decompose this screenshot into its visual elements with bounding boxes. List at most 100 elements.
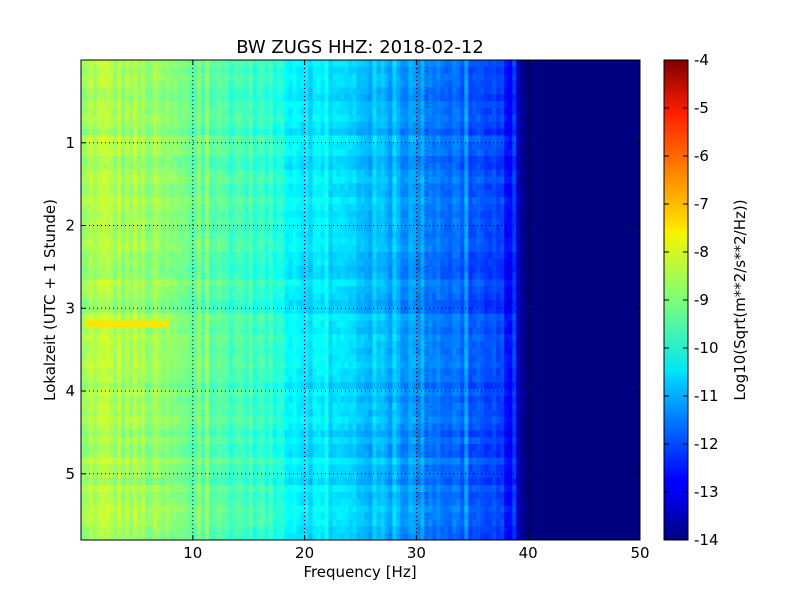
heatmap-cell [500, 245, 505, 253]
heatmap-cell [160, 80, 166, 89]
heatmap-cell [180, 121, 186, 130]
heatmap-cell [224, 210, 230, 219]
heatmap-cell [432, 80, 437, 89]
heatmap-cell [208, 121, 214, 130]
heatmap-cell [560, 238, 565, 246]
heatmap-cell [288, 204, 294, 212]
heatmap-cell [104, 87, 110, 95]
heatmap-cell [568, 293, 573, 301]
heatmap-cell [380, 142, 386, 150]
heatmap-cell [272, 272, 278, 281]
heatmap-cell [144, 245, 150, 253]
heatmap-cell [504, 197, 509, 205]
heatmap-cell [420, 101, 425, 109]
heatmap-cell [288, 142, 294, 150]
heatmap-cell [176, 272, 182, 281]
heatmap-cell [296, 176, 302, 185]
heatmap-cell [172, 224, 178, 233]
heatmap-cell [428, 183, 433, 191]
heatmap-cell [600, 231, 605, 239]
heatmap-cell [268, 121, 274, 130]
heatmap-cell [284, 265, 290, 274]
heatmap-cell [504, 217, 509, 226]
heatmap-cell [308, 252, 314, 260]
heatmap-cell [392, 238, 398, 246]
heatmap-cell [112, 224, 118, 233]
heatmap-cell [580, 238, 585, 246]
heatmap-cell [420, 224, 425, 233]
heatmap-cell [620, 231, 625, 239]
heatmap-cell [332, 60, 338, 68]
heatmap-cell [340, 80, 346, 89]
heatmap-cell [356, 217, 362, 226]
heatmap-cell [160, 87, 166, 95]
heatmap-cell [568, 286, 573, 294]
heatmap-cell [288, 293, 294, 301]
heatmap-cell [412, 252, 417, 260]
heatmap-cell [112, 204, 118, 212]
heatmap-cell [608, 80, 613, 89]
heatmap-cell [560, 169, 565, 178]
heatmap-cell [240, 162, 246, 171]
heatmap-cell [356, 293, 362, 301]
heatmap-cell [512, 286, 517, 294]
heatmap-cell [568, 101, 573, 109]
heatmap-cell [592, 258, 597, 267]
heatmap-cell [180, 231, 186, 239]
heatmap-cell [96, 128, 102, 137]
heatmap-cell [108, 169, 114, 178]
heatmap-cell [120, 231, 126, 239]
heatmap-cell [81, 231, 86, 239]
heatmap-cell [448, 73, 453, 82]
heatmap-cell [608, 108, 613, 116]
heatmap-cell [256, 121, 262, 130]
heatmap-cell [144, 286, 150, 294]
heatmap-cell [224, 114, 230, 123]
heatmap-cell [92, 197, 98, 205]
heatmap-cell [180, 238, 186, 246]
heatmap-cell [560, 245, 565, 253]
heatmap-cell [532, 87, 537, 95]
heatmap-cell [236, 135, 242, 143]
heatmap-cell [412, 73, 417, 82]
heatmap-cell [448, 231, 453, 239]
heatmap-cell [468, 162, 473, 171]
heatmap-cell [524, 258, 529, 267]
heatmap-cell [576, 279, 581, 287]
heatmap-cell [248, 162, 254, 171]
heatmap-cell [280, 162, 286, 171]
heatmap-cell [188, 108, 194, 116]
heatmap-cell [352, 66, 358, 75]
heatmap-cell [628, 252, 633, 260]
heatmap-cell [616, 60, 621, 68]
heatmap-cell [496, 279, 501, 287]
heatmap-cell [332, 87, 338, 95]
heatmap-cell [484, 87, 489, 95]
heatmap-cell [428, 101, 433, 109]
heatmap-cell [584, 183, 589, 191]
heatmap-cell [312, 114, 318, 123]
heatmap-cell [408, 176, 413, 185]
heatmap-cell [236, 210, 242, 219]
heatmap-cell [492, 87, 497, 95]
heatmap-cell [468, 293, 473, 301]
heatmap-cell [484, 66, 489, 75]
heatmap-cell [272, 108, 278, 116]
heatmap-cell [140, 258, 146, 267]
heatmap-cell [472, 183, 477, 191]
heatmap-cell [148, 80, 154, 89]
heatmap-cell [440, 197, 445, 205]
heatmap-cell [300, 279, 306, 287]
heatmap-cell [636, 224, 640, 233]
heatmap-cell [244, 217, 250, 226]
heatmap-cell [552, 94, 557, 102]
heatmap-cell [236, 258, 242, 267]
heatmap-cell [144, 142, 150, 150]
heatmap-cell [476, 60, 481, 68]
heatmap-cell [320, 87, 326, 95]
heatmap-cell [500, 231, 505, 239]
heatmap-cell [536, 224, 541, 233]
heatmap-cell [360, 245, 366, 253]
heatmap-cell [568, 149, 573, 157]
heatmap-cell [352, 293, 358, 301]
